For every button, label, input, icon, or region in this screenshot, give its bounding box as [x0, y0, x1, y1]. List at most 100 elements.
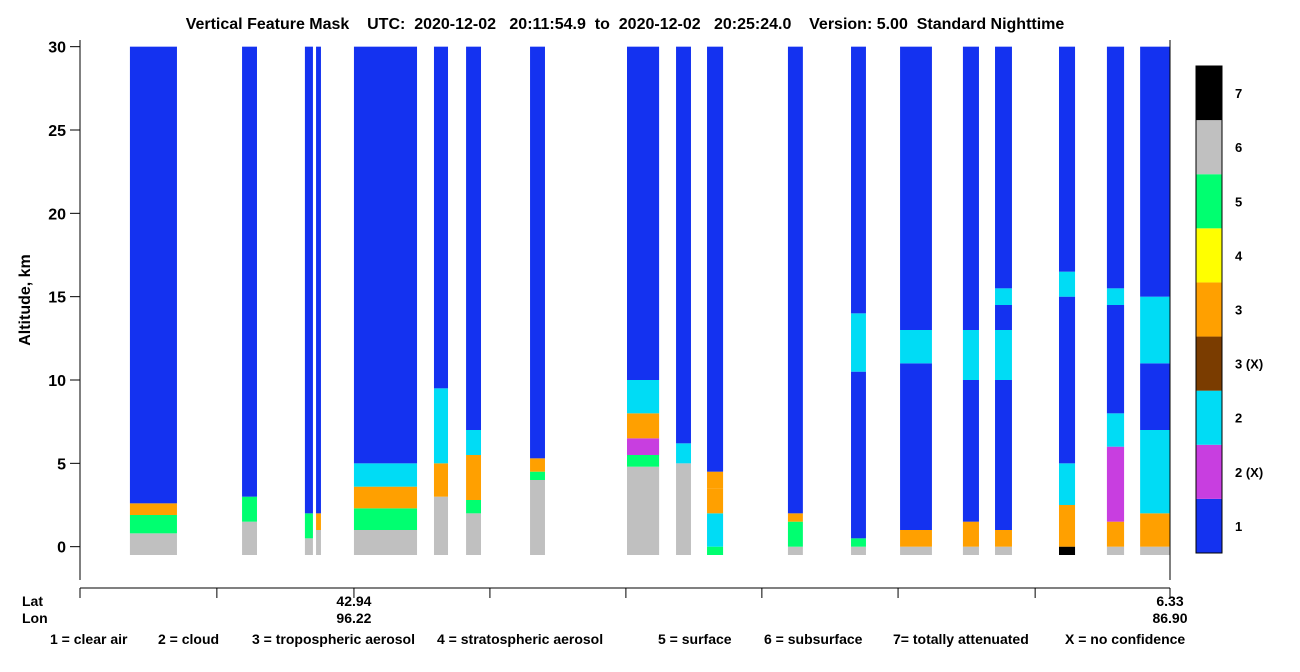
legend-item: X = no confidence	[1065, 631, 1185, 647]
feature-layer	[1140, 363, 1170, 430]
feature-layer	[530, 480, 545, 555]
colorbar-label: 2	[1235, 411, 1242, 426]
feature-layer	[962, 546, 979, 555]
feature-layer	[466, 513, 482, 555]
y-tick-label: 10	[48, 373, 66, 390]
feature-layer	[304, 513, 313, 539]
feature-layer	[304, 538, 313, 555]
feature-layer	[433, 496, 449, 555]
feature-layer	[627, 455, 660, 467]
feature-layer	[962, 330, 979, 380]
colorbar-swatch	[1196, 336, 1222, 391]
feature-layer	[316, 46, 321, 514]
feature-layer	[1106, 288, 1125, 305]
legend-item: 6 = subsurface	[764, 631, 863, 647]
feature-layer	[995, 288, 1012, 305]
feature-layer	[676, 463, 691, 555]
feature-layer	[900, 530, 932, 547]
feature-layer	[707, 488, 724, 514]
feature-layer	[353, 508, 418, 530]
feature-layer	[627, 466, 660, 555]
feature-layer	[851, 546, 866, 555]
feature-layer	[353, 463, 418, 487]
x-row-label: Lon	[22, 610, 48, 626]
feature-layer	[707, 546, 724, 555]
colorbar-swatch	[1196, 174, 1222, 229]
feature-layer	[530, 471, 545, 480]
legend-item: 5 = surface	[658, 631, 732, 647]
feature-layer	[1058, 505, 1076, 547]
legend-item: 1 = clear air	[50, 631, 128, 647]
feature-layer	[900, 330, 932, 364]
feature-layer	[1140, 430, 1170, 514]
y-tick-label: 0	[57, 540, 66, 557]
feature-layer	[466, 455, 482, 500]
feature-layer	[353, 530, 418, 555]
colorbar-label: 5	[1235, 194, 1242, 209]
feature-layer	[787, 521, 803, 547]
feature-layer	[1140, 296, 1170, 364]
feature-layer	[129, 533, 177, 555]
feature-layer	[530, 46, 545, 459]
feature-layer	[851, 313, 866, 372]
feature-layer	[995, 530, 1012, 547]
feature-layer	[707, 471, 724, 489]
feature-layer	[530, 458, 545, 472]
feature-layer	[129, 46, 177, 504]
feature-layer	[433, 388, 449, 464]
y-tick-label: 15	[48, 290, 66, 307]
colorbar-label: 4	[1235, 248, 1243, 263]
x-row-label: Lat	[22, 593, 43, 609]
feature-layer	[466, 46, 482, 431]
feature-layer	[316, 513, 321, 530]
feature-layer	[466, 430, 482, 455]
feature-layer	[627, 380, 660, 414]
feature-layer	[1106, 521, 1125, 547]
y-axis-label: Altitude, km	[17, 254, 34, 346]
colorbar-label: 7	[1235, 86, 1242, 101]
feature-layer	[962, 46, 979, 331]
feature-layer	[242, 496, 257, 522]
colorbar-swatch	[1196, 498, 1222, 553]
feature-layer	[676, 46, 691, 444]
feature-layer	[129, 515, 177, 534]
feature-layer	[129, 503, 177, 515]
colorbar-swatch	[1196, 282, 1222, 337]
colorbar-swatch	[1196, 228, 1222, 283]
feature-layer	[995, 546, 1012, 555]
feature-layer	[995, 330, 1012, 380]
feature-layer	[1106, 46, 1125, 289]
feature-layer	[242, 46, 257, 497]
y-tick-label: 20	[48, 206, 66, 223]
feature-layer	[242, 521, 257, 555]
feature-layer	[1140, 546, 1170, 555]
feature-layer	[627, 413, 660, 439]
feature-layer	[1106, 413, 1125, 447]
x-tick-label: 6.33	[1156, 593, 1183, 609]
colorbar-swatch	[1196, 66, 1222, 121]
y-tick-label: 5	[57, 456, 66, 473]
feature-layer	[787, 513, 803, 522]
feature-layer	[1106, 446, 1125, 522]
legend-item: 4 = stratospheric aerosol	[437, 631, 603, 647]
chart-title: Vertical Feature Mask UTC: 2020-12-02 20…	[186, 16, 1065, 33]
feature-layer	[851, 46, 866, 314]
x-tick-lon-label: 86.90	[1152, 610, 1187, 626]
feature-layer	[627, 438, 660, 455]
feature-layer	[707, 46, 724, 472]
colorbar-label: 3	[1235, 303, 1242, 318]
feature-layer	[627, 46, 660, 381]
colorbar-swatch	[1196, 120, 1222, 175]
feature-layer	[304, 46, 313, 514]
feature-layer	[1058, 46, 1076, 272]
colorbar-swatch	[1196, 390, 1222, 445]
feature-layer	[433, 46, 449, 389]
colorbar-swatch	[1196, 444, 1222, 499]
feature-layer	[900, 546, 932, 555]
feature-layer	[353, 46, 418, 464]
feature-layer	[1106, 546, 1125, 555]
feature-layer	[962, 380, 979, 522]
feature-layer	[787, 546, 803, 555]
feature-layer	[353, 486, 418, 509]
